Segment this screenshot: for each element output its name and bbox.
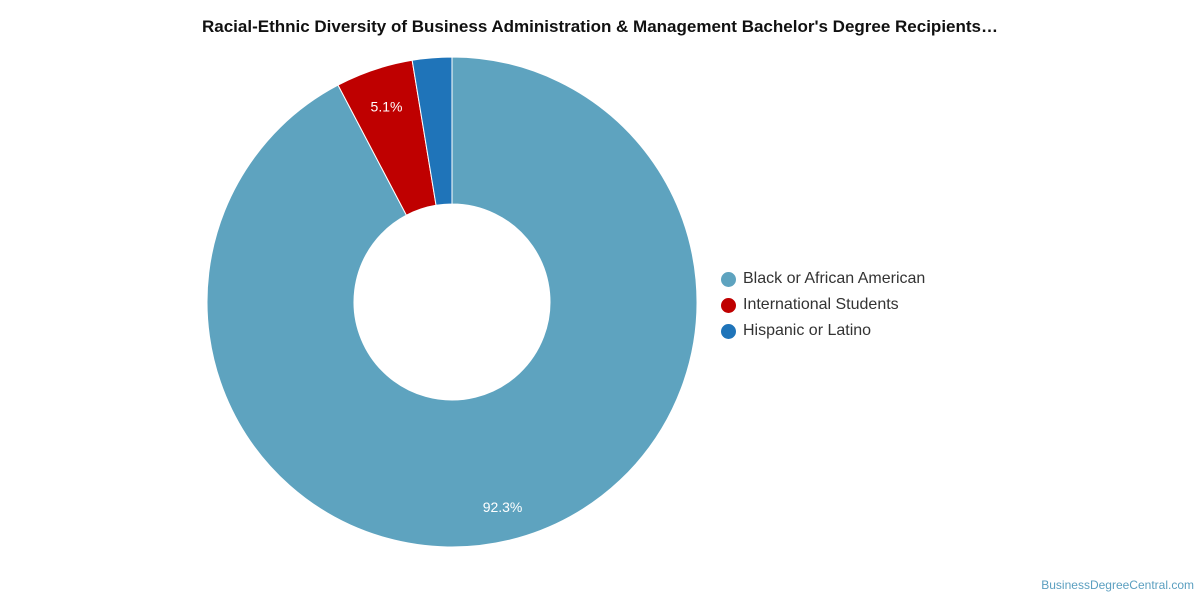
- legend-label: International Students: [743, 296, 899, 313]
- legend-item-hispanic-or-latino[interactable]: Hispanic or Latino: [721, 318, 925, 344]
- legend-marker-icon: [721, 323, 736, 339]
- legend-marker-icon: [721, 297, 736, 313]
- donut-slice-black-or-african-american[interactable]: [206, 56, 698, 548]
- chart-title: Racial-Ethnic Diversity of Business Admi…: [201, 17, 998, 36]
- watermark-link[interactable]: BusinessDegreeCentral.com: [1041, 578, 1194, 592]
- data-label-black-or-african-american: 92.3%: [483, 499, 523, 515]
- legend-marker-icon: [721, 271, 736, 287]
- legend-item-black-or-african-american[interactable]: Black or African American: [721, 266, 925, 292]
- legend-label: Black or African American: [743, 270, 926, 287]
- chart-legend: Black or African American International S…: [721, 266, 925, 344]
- legend-label: Hispanic or Latino: [743, 322, 872, 339]
- data-label-international-students: 5.1%: [371, 99, 403, 115]
- legend-item-international-students[interactable]: International Students: [721, 292, 925, 318]
- donut-slice-hispanic-or-latino[interactable]: [411, 56, 453, 206]
